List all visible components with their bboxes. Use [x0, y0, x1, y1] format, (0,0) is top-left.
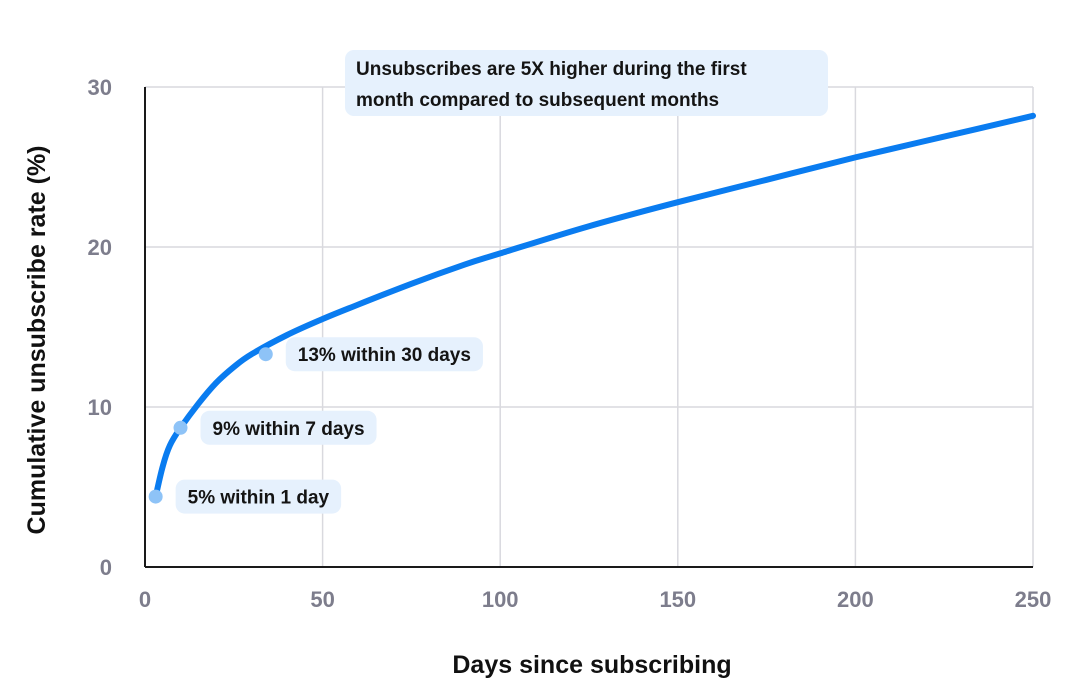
y-tick-label-0: 0	[100, 555, 112, 580]
series-line	[152, 112, 1036, 500]
y-tick-label-20: 20	[88, 235, 112, 260]
callout-box	[345, 50, 828, 116]
x-tick-label-50: 50	[310, 587, 334, 612]
markers: 5% within 1 day 9% within 7 days 13% withi…	[148, 337, 483, 514]
gridlines	[145, 86, 1034, 567]
marker-label-box-2	[285, 337, 483, 372]
x-axis-title: Days since subscribing	[452, 651, 731, 679]
marker-point-1	[173, 420, 188, 435]
x-tick-label-100: 100	[482, 587, 519, 612]
marker-point-0	[148, 489, 163, 504]
x-tick-label-0: 0	[139, 587, 151, 612]
y-tick-label-30: 30	[88, 75, 112, 100]
x-tick-label-250: 250	[1015, 587, 1052, 612]
marker-label-1: 9% within 7 days	[213, 419, 365, 440]
marker-point-2	[258, 347, 273, 362]
marker-label-2: 13% within 30 days	[298, 345, 471, 366]
y-axis-title: Cumulative unsubscribe rate (%)	[23, 146, 51, 535]
x-tick-label-150: 150	[659, 587, 696, 612]
tick-labels: 0 50 100 150 200 250 0 10 20 30	[88, 75, 1052, 612]
marker-label-box-1	[200, 410, 377, 445]
callout-annotation: Unsubscribes are 5X higher during the fi…	[345, 50, 828, 116]
marker-label-box-0	[175, 479, 342, 514]
callout-line-2: month compared to subsequent months	[356, 90, 719, 111]
y-tick-label-10: 10	[88, 395, 112, 420]
marker-label-0: 5% within 1 day	[188, 488, 330, 509]
axes	[144, 87, 1033, 568]
callout-line-1: Unsubscribes are 5X higher during the fi…	[356, 59, 747, 80]
x-tick-label-200: 200	[837, 587, 874, 612]
